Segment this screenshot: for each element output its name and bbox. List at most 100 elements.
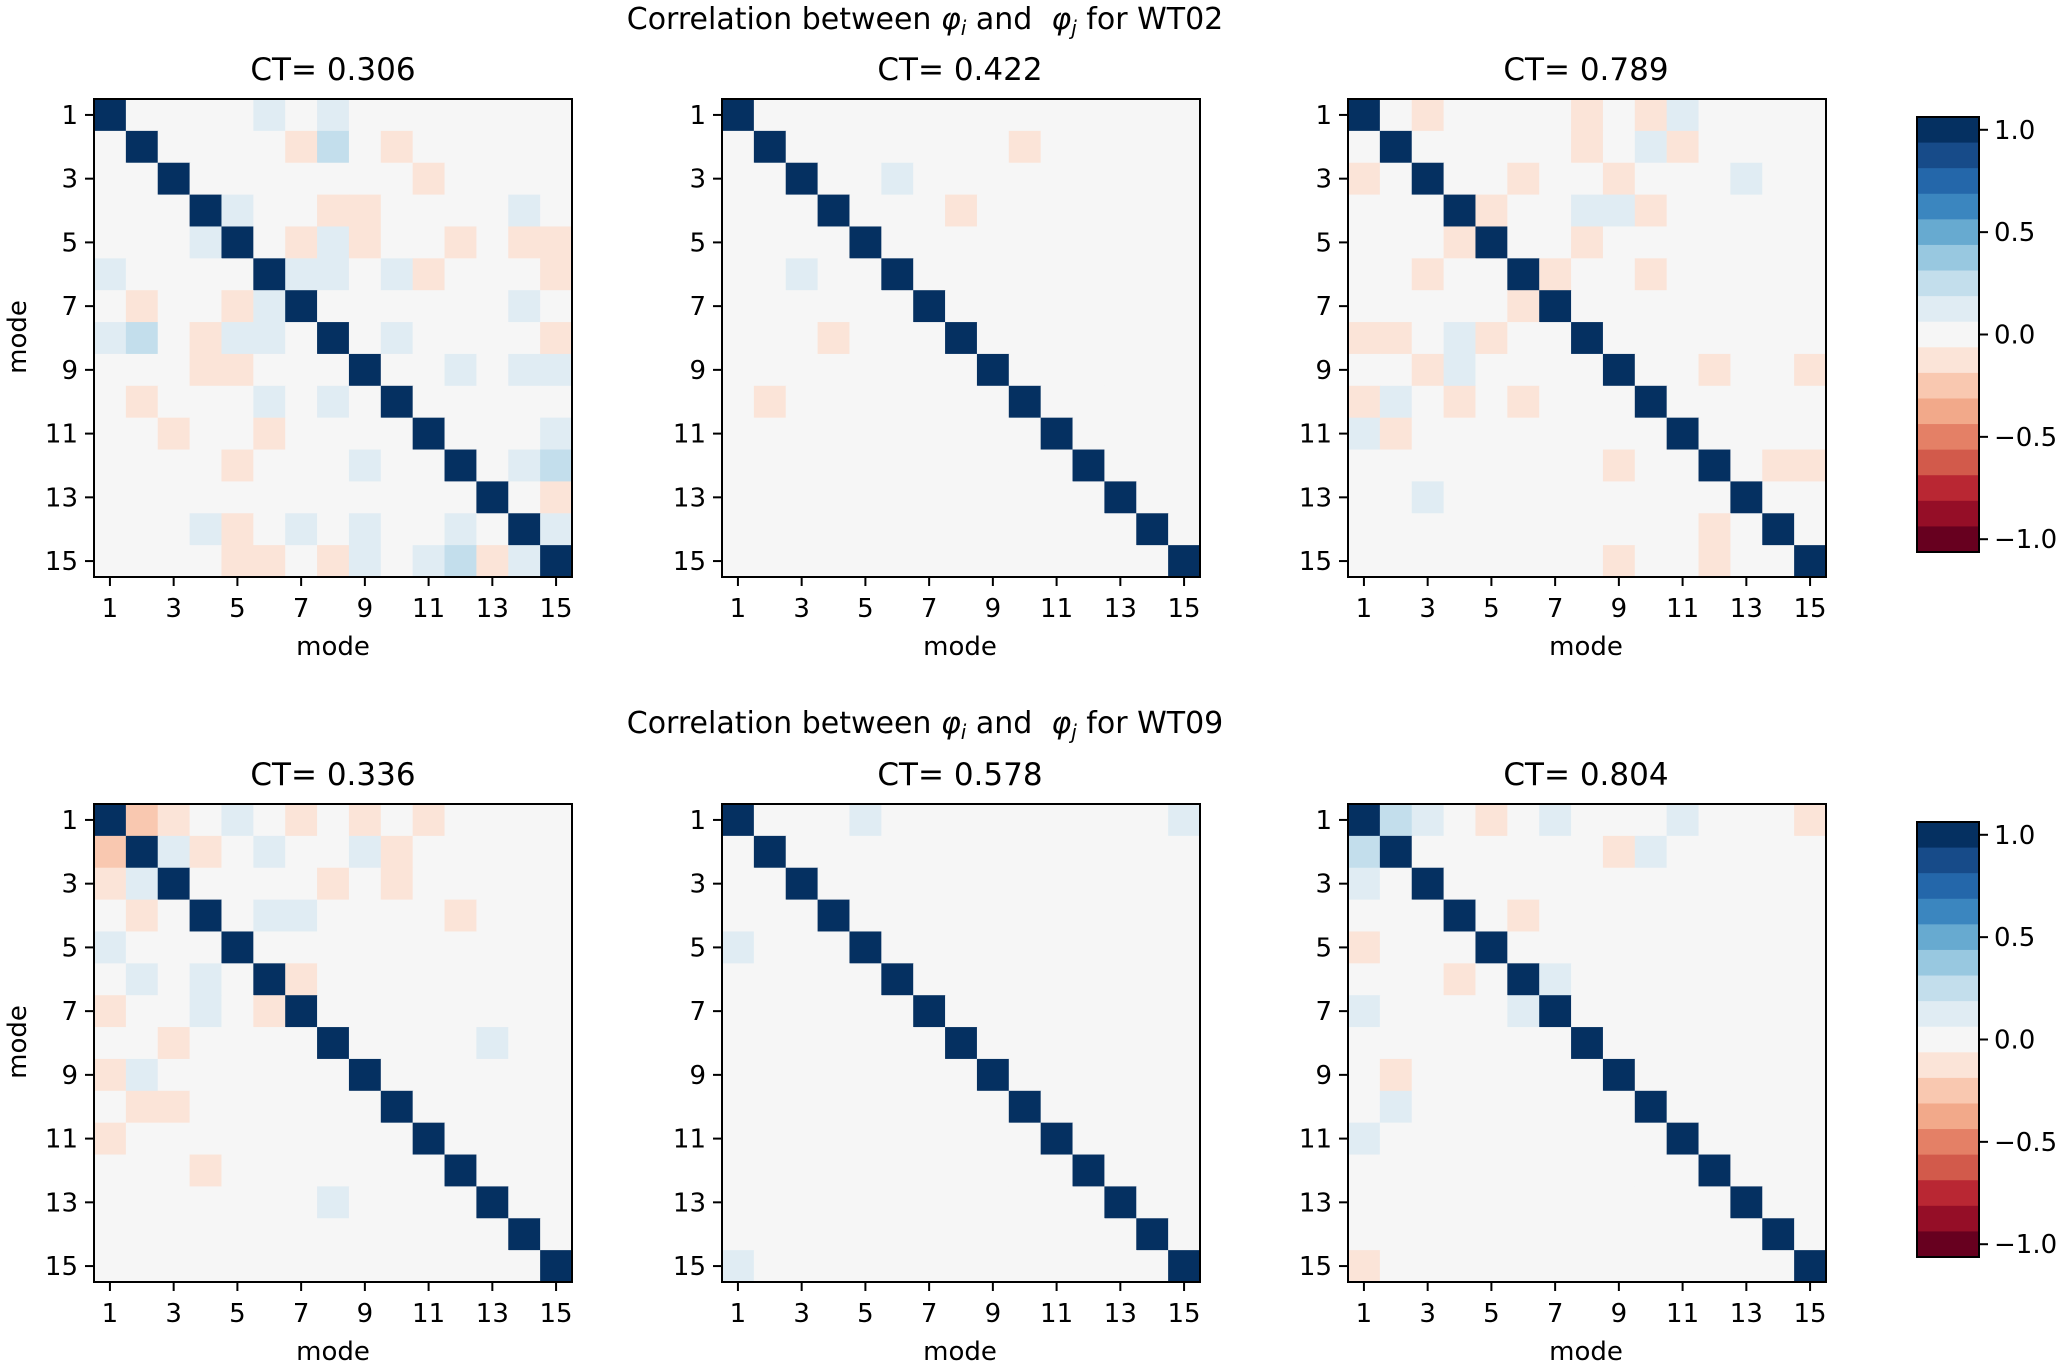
heatmap-cell: [444, 1058, 477, 1092]
x-tick-label: 9: [1611, 1299, 1628, 1329]
heatmap-cell: [444, 258, 477, 291]
heatmap-cell: [1475, 258, 1508, 291]
heatmap-cell: [849, 1154, 882, 1187]
heatmap-cell: [1507, 130, 1540, 164]
heatmap-cell: [253, 1090, 286, 1124]
heatmap-cell: [1443, 481, 1477, 514]
heatmap-cell: [1634, 545, 1668, 578]
heatmap-cell: [1730, 1250, 1763, 1283]
heatmap-cell: [1666, 290, 1700, 323]
heatmap-cell: [444, 162, 477, 196]
heatmap-cell: [1571, 1218, 1604, 1251]
heatmap-cell: [285, 481, 318, 514]
heatmap-cell: [1136, 963, 1169, 996]
x-tick-label: 13: [1104, 1299, 1137, 1329]
heatmap-cell: [157, 258, 191, 291]
heatmap-cell: [348, 194, 382, 228]
heatmap-cell: [1475, 545, 1508, 578]
heatmap-cell: [189, 417, 223, 451]
heatmap-cell: [412, 194, 446, 228]
heatmap-cell: [1507, 1186, 1540, 1219]
heatmap-cell: [1634, 835, 1668, 869]
heatmap-cell: [1379, 481, 1413, 514]
plot-frame: [721, 98, 1201, 578]
heatmap-cell: [1475, 899, 1508, 933]
heatmap-cell: [540, 322, 573, 355]
heatmap-cell: [94, 385, 127, 419]
heatmap-cell: [753, 804, 787, 837]
heatmap-cell: [253, 1218, 286, 1251]
heatmap-cell: [1507, 995, 1540, 1028]
heatmap-cell: [94, 99, 127, 132]
heatmap-cell: [285, 322, 318, 355]
colorbar-level: [1917, 321, 1979, 348]
heatmap-cell: [785, 1218, 819, 1251]
heatmap-cell: [1136, 385, 1169, 419]
heatmap-cell: [1072, 1122, 1105, 1156]
heatmap-cell: [1008, 290, 1042, 323]
heatmap-cell: [753, 162, 787, 196]
heatmap-cell: [476, 1027, 509, 1060]
heatmap-cell: [1008, 963, 1042, 996]
heatmap-cell: [785, 995, 819, 1028]
heatmap-cell: [94, 995, 127, 1028]
heatmap-cell: [348, 322, 382, 355]
colorbar-level: [1917, 449, 1979, 476]
heatmap-cell: [1348, 963, 1381, 996]
heatmap-cell: [1136, 1186, 1169, 1219]
heatmap-cell: [1666, 1186, 1700, 1219]
heatmap-cell: [1602, 290, 1636, 323]
heatmap-cell: [412, 1186, 446, 1219]
heatmap-cell: [753, 130, 787, 164]
heatmap-cell: [221, 130, 254, 164]
heatmap-cell: [1008, 449, 1042, 482]
heatmap-cell: [1507, 417, 1540, 451]
heatmap-cell: [976, 162, 1010, 196]
heatmap-cell: [125, 513, 159, 546]
heatmap-cell: [1794, 995, 1827, 1028]
heatmap-cell: [1443, 1027, 1477, 1060]
heatmap-cell: [125, 1122, 159, 1156]
colorbar-level: [1917, 822, 1979, 849]
heatmap-cell: [849, 1122, 882, 1156]
heatmap-cell: [1104, 1218, 1137, 1251]
heatmap-cell: [1008, 353, 1042, 387]
heatmap-cell: [157, 1090, 191, 1124]
suptitle-wt02: Correlation between φi and φj for WT02: [627, 2, 1224, 40]
heatmap-cell: [125, 1058, 159, 1092]
heatmap-cell: [1072, 513, 1105, 546]
y-tick-label: 7: [689, 997, 706, 1027]
heatmap-cell: [444, 130, 477, 164]
heatmap-cell: [157, 931, 191, 964]
heatmap-cell: [1730, 1122, 1763, 1156]
heatmap-cell: [1666, 130, 1700, 164]
heatmap-cell: [508, 995, 541, 1028]
x-tick-label: 1: [102, 594, 119, 624]
heatmap-cell: [1475, 481, 1508, 514]
heatmap-cell: [1507, 194, 1540, 228]
colorbar-level: [1917, 475, 1979, 502]
heatmap-cell: [1507, 258, 1540, 291]
heatmap-cell: [253, 867, 286, 901]
y-axis-label-bottom: mode: [3, 1005, 33, 1079]
heatmap-cell: [1348, 899, 1381, 933]
y-tick-label: 1: [1315, 101, 1332, 131]
heatmap-cell: [1602, 1058, 1636, 1092]
heatmap-cell: [1168, 899, 1201, 933]
heatmap-cell: [540, 1186, 573, 1219]
heatmap-cell: [1443, 1186, 1477, 1219]
heatmap-cell: [1168, 1027, 1201, 1060]
heatmap-cell: [157, 99, 191, 132]
heatmap-cell: [253, 353, 286, 387]
heatmap-cell: [976, 1027, 1010, 1060]
heatmap-cell: [1168, 545, 1201, 578]
heatmap-cell: [1602, 1154, 1636, 1187]
heatmap-cell: [412, 1154, 446, 1187]
heatmap-cell: [1507, 449, 1540, 482]
heatmap-cell: [785, 545, 819, 578]
heatmap-cell: [1379, 449, 1413, 482]
heatmap-cell: [881, 995, 914, 1028]
heatmap-cell: [412, 1027, 446, 1060]
heatmap-cell: [849, 226, 882, 259]
